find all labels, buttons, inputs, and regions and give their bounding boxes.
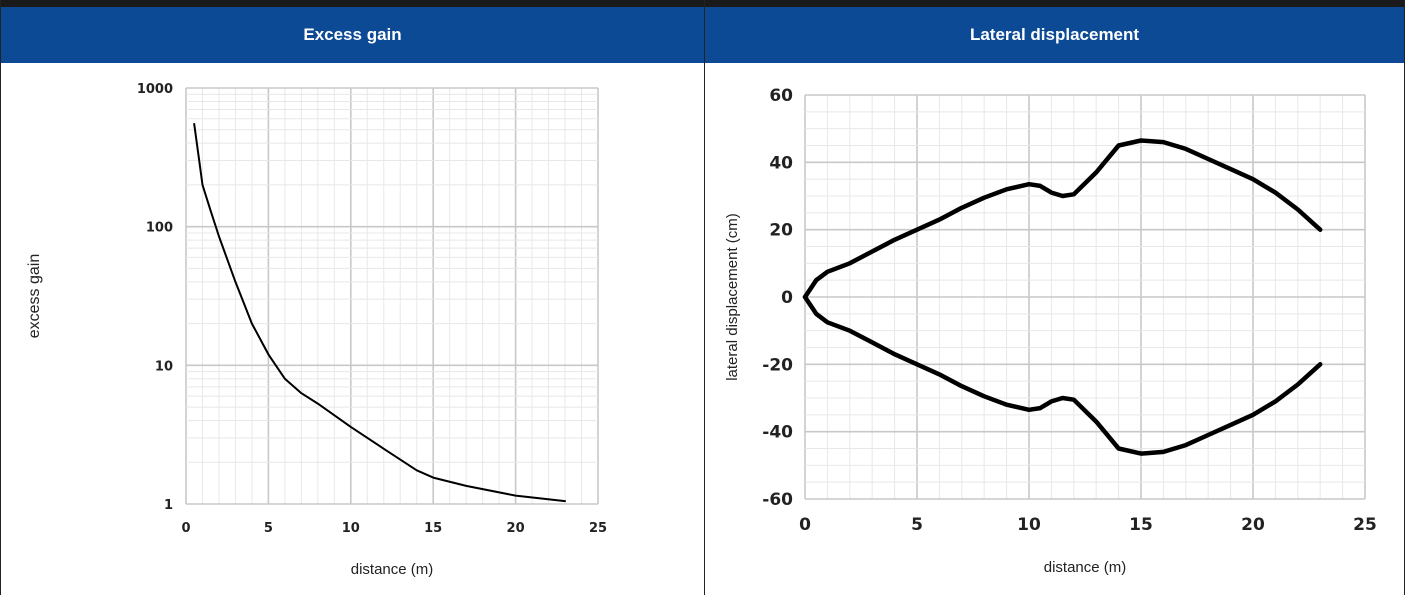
y-tick-label: -20 — [762, 355, 793, 375]
excess-gain-panel: Excess gain 0 5 10 15 20 25 1 10 100 1000 distance… — [0, 0, 704, 595]
x-tick-label: 5 — [264, 521, 273, 536]
excess-gain-chart: 0 5 10 15 20 25 1 10 100 1000 distance (m) excess g… — [26, 82, 607, 578]
lateral-displacement-panel: Lateral displacement 0 5 10 15 20 25 -60 -40 -20… — [704, 0, 1405, 595]
y-tick-label: 1000 — [137, 82, 173, 97]
x-tick-label: 20 — [1241, 515, 1265, 535]
y-tick-label: 1 — [164, 498, 173, 513]
upper-displacement-line — [802, 138, 1323, 300]
excess-gain-line — [193, 123, 566, 503]
y-tick-label: 10 — [155, 359, 173, 374]
x-axis-label: distance (m) — [1044, 559, 1127, 576]
excess-gain-header: Excess gain — [1, 0, 704, 63]
x-tick-label: 5 — [911, 515, 923, 535]
x-tick-label: 10 — [1017, 515, 1041, 535]
lower-displacement-line — [802, 294, 1323, 456]
x-tick-label: 10 — [342, 521, 360, 536]
x-tick-label: 20 — [507, 521, 525, 536]
y-tick-label: 100 — [146, 221, 173, 236]
y-tick-label: -60 — [762, 490, 793, 510]
x-tick-label: 25 — [1353, 515, 1377, 535]
x-tick-label: 0 — [181, 521, 190, 536]
x-tick-label: 15 — [1129, 515, 1153, 535]
x-tick-label: 0 — [799, 515, 811, 535]
y-axis-label: lateral displacement (cm) — [724, 213, 741, 381]
lateral-displacement-chart: 0 5 10 15 20 25 -60 -40 -20 0 20 40 60 distance (m) la… — [724, 86, 1377, 576]
lateral-displacement-header: Lateral displacement — [705, 0, 1404, 63]
y-axis-label: excess gain — [26, 254, 43, 339]
y-tick-label: 20 — [769, 221, 793, 241]
gridlines — [804, 94, 1366, 500]
y-tick-label: 40 — [769, 153, 793, 173]
y-tick-label: 0 — [781, 288, 793, 308]
y-tick-label: -40 — [762, 423, 793, 443]
x-tick-label: 15 — [424, 521, 442, 536]
gridlines — [185, 87, 599, 505]
y-tick-label: 60 — [769, 86, 793, 106]
x-tick-label: 25 — [589, 521, 607, 536]
x-axis-label: distance (m) — [351, 561, 434, 578]
